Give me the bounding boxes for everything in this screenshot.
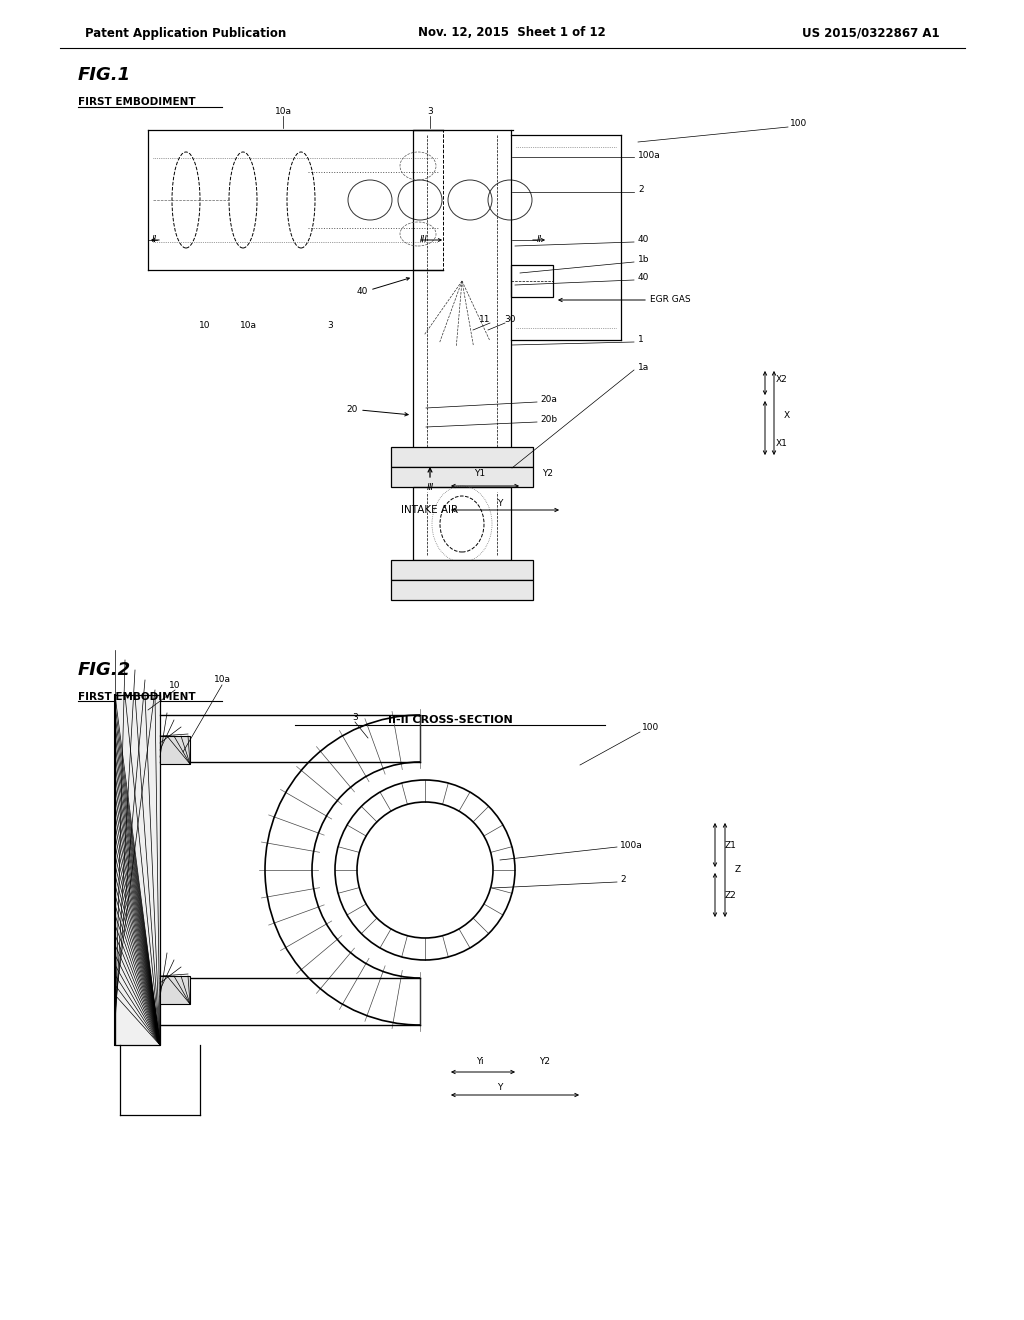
Text: X2: X2 [776,375,787,384]
Text: 2: 2 [620,875,626,884]
Text: 40: 40 [356,288,368,297]
Text: 40: 40 [638,235,649,244]
Text: III: III [420,235,428,244]
Text: Z1: Z1 [725,841,737,850]
Bar [115,696,160,1045]
Text: II: II [537,235,543,244]
Bar [413,129,511,465]
Text: 10a: 10a [240,321,256,330]
Text: 1b: 1b [638,256,649,264]
Text: 20b: 20b [540,416,557,425]
Text: FIG.1: FIG.1 [78,66,131,84]
Bar [391,560,534,579]
Bar [413,487,511,560]
Text: 100: 100 [642,723,659,733]
Text: US 2015/0322867 A1: US 2015/0322867 A1 [803,26,940,40]
Text: X: X [784,411,791,420]
Text: 10: 10 [200,321,211,330]
Text: Y2: Y2 [543,469,554,478]
Text: 3: 3 [352,714,357,722]
Text: Z: Z [735,866,741,874]
Text: 1a: 1a [638,363,649,372]
Text: Patent Application Publication: Patent Application Publication [85,26,287,40]
Bar [391,579,534,601]
Text: Y: Y [498,1084,503,1093]
Text: 100: 100 [790,120,807,128]
Text: 10a: 10a [213,676,230,685]
Text: Y2: Y2 [540,1057,551,1067]
Text: X1: X1 [776,440,787,449]
Bar [511,135,621,341]
Text: FIRST EMBODIMENT: FIRST EMBODIMENT [78,96,196,107]
Text: 40: 40 [638,273,649,282]
Text: 10: 10 [169,681,181,689]
Text: 100a: 100a [620,841,643,850]
Text: 20a: 20a [540,396,557,404]
Bar [160,737,190,764]
Text: 11: 11 [478,315,490,325]
Text: Ⅲ: Ⅲ [427,483,433,492]
Text: 2: 2 [638,186,644,194]
Text: 10a: 10a [274,107,292,116]
Bar [511,265,553,297]
Text: 20: 20 [347,405,358,414]
Text: FIG.2: FIG.2 [78,661,131,678]
Text: 3: 3 [327,321,333,330]
Bar [391,467,534,487]
Text: II: II [152,235,157,244]
Text: II-II CROSS-SECTION: II-II CROSS-SECTION [388,715,512,725]
Text: 100a: 100a [638,150,660,160]
Text: Nov. 12, 2015  Sheet 1 of 12: Nov. 12, 2015 Sheet 1 of 12 [418,26,606,40]
Text: 30: 30 [504,315,515,325]
Text: Yi: Yi [476,1057,483,1067]
Text: FIRST EMBODIMENT: FIRST EMBODIMENT [78,692,196,702]
Bar [391,447,534,467]
Text: EGR GAS: EGR GAS [650,296,690,305]
Text: Y1: Y1 [474,469,485,478]
Text: 3: 3 [427,107,433,116]
Text: INTAKE AIR: INTAKE AIR [401,506,459,515]
Text: Z2: Z2 [725,891,736,899]
Text: 1: 1 [638,335,644,345]
Bar [148,129,443,271]
Text: Y: Y [498,499,503,507]
Bar [160,975,190,1005]
